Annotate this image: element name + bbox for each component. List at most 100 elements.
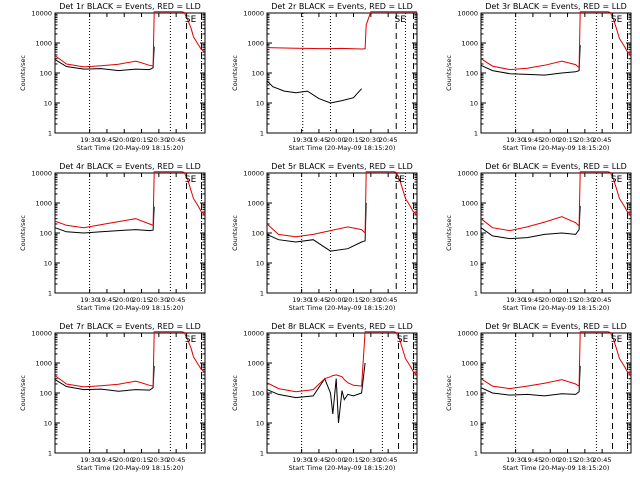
x-tick-label: 20:00: [115, 456, 134, 464]
x-axis-label: Start Time (20-May-09 18:15:20): [289, 464, 396, 472]
lld-series-line: [480, 11, 632, 71]
x-tick-label: 20:15: [558, 456, 577, 464]
events-series-line: [54, 365, 155, 392]
y-tick-label: 1000: [35, 360, 52, 368]
event-marker-label: S: [185, 15, 191, 25]
y-tick-label: 10000: [31, 10, 52, 18]
panel-title: Det 1r BLACK = Events, RED = LLD: [59, 2, 201, 11]
x-tick-label: 19:30: [292, 296, 311, 304]
y-axis-label: Counts/sec: [19, 215, 27, 251]
y-tick-label: 1000: [461, 360, 478, 368]
plot-frame: [480, 332, 632, 454]
y-tick-label: 1: [260, 290, 264, 298]
y-axis-label: Counts/sec: [445, 55, 453, 91]
x-tick-label: 19:45: [98, 296, 117, 304]
panel: Det 8r BLACK = Events, RED = LLD 1 10 100 10…: [231, 322, 418, 472]
panel-title: Det 3r BLACK = Events, RED = LLD: [485, 2, 627, 11]
lld-series-line: [480, 331, 632, 390]
y-tick-label: 10: [256, 420, 264, 428]
panel: Det 1r BLACK = Events, RED = LLD 1 10 100 10…: [19, 2, 206, 152]
events-series-line: [480, 205, 581, 240]
events-series-line: [54, 46, 155, 72]
event-marker-label: E: [399, 175, 405, 185]
x-tick-label: 20:45: [379, 296, 398, 304]
event-marker-label: S: [395, 175, 401, 185]
x-tick-label: 20:45: [379, 136, 398, 144]
x-tick-label: 20:15: [132, 296, 151, 304]
y-tick-label: 100: [40, 70, 52, 78]
y-tick-label: 10000: [457, 10, 478, 18]
y-tick-label: 1: [260, 450, 264, 458]
x-axis-label: Start Time (20-May-09 18:15:20): [289, 144, 396, 152]
plot-frame: [266, 172, 418, 294]
y-tick-label: 100: [252, 390, 264, 398]
x-tick-label: 19:45: [524, 456, 543, 464]
x-tick-label: 19:30: [80, 456, 99, 464]
y-tick-label: 10: [470, 100, 478, 108]
x-axis-label: Start Time (20-May-09 18:15:20): [503, 304, 610, 312]
x-tick-label: 20:45: [593, 456, 612, 464]
y-tick-label: 1: [474, 290, 478, 298]
x-tick-label: 20:00: [541, 456, 560, 464]
events-series-line: [480, 365, 581, 397]
y-tick-label: 10000: [243, 330, 264, 338]
lld-series-line: [54, 11, 206, 68]
y-axis-label: Counts/sec: [19, 55, 27, 91]
y-axis-label: Counts/sec: [445, 375, 453, 411]
x-tick-label: 20:15: [132, 136, 151, 144]
panel-title: Det 7r BLACK = Events, RED = LLD: [59, 322, 201, 331]
panel: Det 3r BLACK = Events, RED = LLD 1 10 100 10…: [445, 2, 632, 152]
x-tick-label: 19:45: [524, 296, 543, 304]
lld-series-line: [266, 331, 418, 393]
y-axis-label: Counts/sec: [231, 375, 239, 411]
x-tick-label: 20:15: [558, 136, 577, 144]
x-tick-label: 19:30: [506, 456, 525, 464]
x-tick-label: 19:30: [292, 456, 311, 464]
panel: Det 6r BLACK = Events, RED = LLD 1 10 100 10…: [445, 162, 632, 312]
event-marker-label: E: [191, 175, 197, 185]
y-axis-label: Counts/sec: [445, 215, 453, 251]
x-tick-label: 19:30: [506, 296, 525, 304]
x-tick-label: 20:45: [167, 296, 186, 304]
panel-title: Det 4r BLACK = Events, RED = LLD: [59, 162, 201, 171]
event-marker-label: S: [185, 175, 191, 185]
events-series-line: [266, 362, 366, 424]
x-tick-label: 20:15: [344, 456, 363, 464]
panel: Det 7r BLACK = Events, RED = LLD 1 10 100 10…: [19, 322, 206, 472]
x-tick-label: 20:00: [541, 136, 560, 144]
y-axis-label: Counts/sec: [231, 55, 239, 91]
y-tick-label: 1000: [461, 40, 478, 48]
y-tick-label: 1: [474, 130, 478, 138]
y-tick-label: 1000: [247, 200, 264, 208]
event-marker-label: S: [611, 15, 617, 25]
lld-series-line: [54, 171, 206, 229]
y-tick-label: 100: [466, 390, 478, 398]
y-tick-label: 10000: [243, 170, 264, 178]
x-tick-label: 20:15: [344, 136, 363, 144]
panel: Det 9r BLACK = Events, RED = LLD 1 10 100 10…: [445, 322, 632, 472]
y-tick-label: 10000: [31, 170, 52, 178]
lld-series-line: [480, 171, 632, 232]
y-axis-label: Counts/sec: [231, 215, 239, 251]
y-tick-label: 1: [260, 130, 264, 138]
y-tick-label: 1000: [247, 360, 264, 368]
x-tick-label: 20:15: [132, 456, 151, 464]
y-tick-label: 100: [252, 70, 264, 78]
panel-title: Det 5r BLACK = Events, RED = LLD: [271, 162, 413, 171]
x-tick-label: 20:45: [167, 456, 186, 464]
x-axis-label: Start Time (20-May-09 18:15:20): [77, 464, 184, 472]
event-marker-label: S: [611, 335, 617, 345]
panel-title: Det 9r BLACK = Events, RED = LLD: [485, 322, 627, 331]
plot-frame: [54, 12, 206, 134]
y-tick-label: 1: [474, 450, 478, 458]
y-tick-label: 10: [470, 420, 478, 428]
x-tick-label: 19:45: [98, 456, 117, 464]
x-tick-label: 19:45: [98, 136, 117, 144]
events-series-line: [54, 206, 155, 234]
x-tick-label: 20:00: [327, 296, 346, 304]
x-tick-label: 19:45: [310, 136, 329, 144]
y-tick-label: 10: [44, 420, 52, 428]
lld-series-line: [54, 331, 206, 388]
y-tick-label: 100: [252, 230, 264, 238]
x-tick-label: 20:00: [115, 136, 134, 144]
